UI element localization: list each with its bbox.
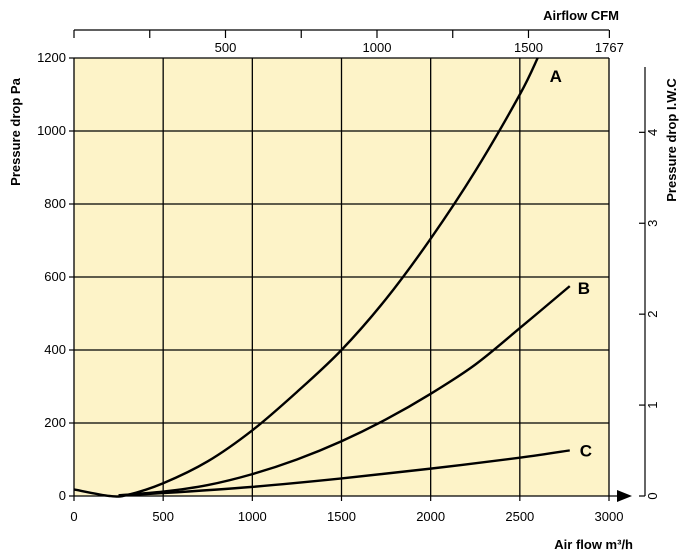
right-tick-label: 0	[645, 492, 660, 499]
right-tick-label: 2	[645, 311, 660, 318]
series-lines: A B C	[73, 57, 592, 498]
series-label-b: B	[578, 279, 590, 298]
x-tick-label: 1000	[238, 509, 267, 524]
x-tick-label: 0	[70, 509, 77, 524]
top-tick-label: 1000	[363, 40, 392, 55]
y-tick-label: 600	[44, 269, 66, 284]
y-tick-label: 400	[44, 342, 66, 357]
right-tick-label: 3	[645, 220, 660, 227]
grid-lines	[74, 57, 610, 496]
series-label-c: C	[580, 441, 592, 460]
bottom-axis-title: Air flow m³/h	[554, 537, 633, 552]
right-tick-label: 4	[645, 129, 660, 136]
right-tick-label: 1	[645, 401, 660, 408]
x-axis-arrow	[617, 490, 632, 502]
y-tick-label: 200	[44, 415, 66, 430]
series-line-b	[118, 285, 571, 497]
y-tick-label: 1000	[37, 123, 66, 138]
x-tick-label: 3000	[595, 509, 624, 524]
top-tick-label: 1767	[595, 40, 624, 55]
x-tick-label: 2500	[505, 509, 534, 524]
x-tick-label: 2000	[416, 509, 445, 524]
left-axis-title: Pressure drop Pa	[8, 77, 23, 185]
axes	[69, 29, 646, 502]
series-line-c	[118, 449, 570, 497]
top-tick-label: 1500	[514, 40, 543, 55]
x-tick-label: 500	[152, 509, 174, 524]
y-tick-label: 800	[44, 196, 66, 211]
top-axis-title: Airflow CFM	[543, 8, 619, 23]
y-tick-label: 1200	[37, 50, 66, 65]
x-tick-label: 1500	[327, 509, 356, 524]
series-label-a: A	[550, 67, 562, 86]
y-tick-label: 0	[59, 488, 66, 503]
top-tick-label: 500	[215, 40, 237, 55]
right-axis-title: Pressure drop I.W.C	[664, 78, 679, 202]
